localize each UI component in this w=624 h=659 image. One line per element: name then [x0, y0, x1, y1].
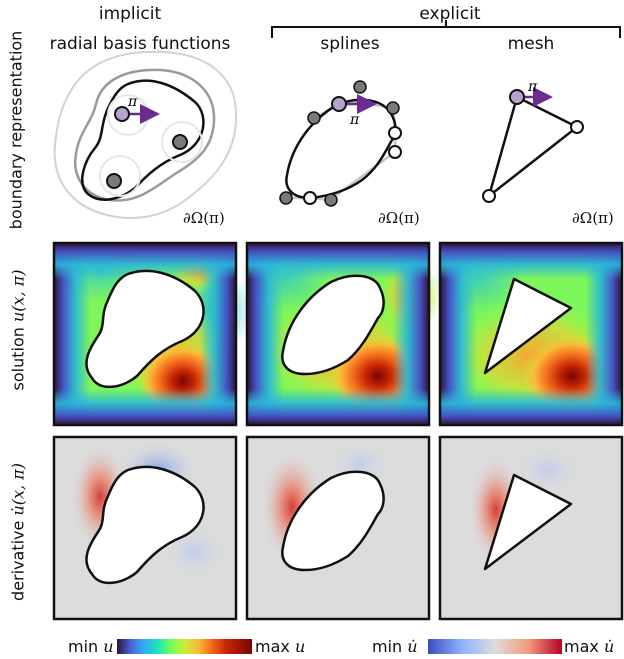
spline-param-point: [331, 96, 347, 112]
boundary-row: π π π: [53, 50, 584, 219]
header-explicit: explicit: [419, 4, 481, 24]
header-implicit: implicit: [98, 4, 162, 24]
rbf-param-point: [114, 106, 130, 122]
derivative-hole-splines: [281, 470, 385, 572]
mesh-vertex: [482, 189, 496, 203]
colorbar-u: [117, 639, 252, 654]
derivative-panel-splines: [245, 435, 431, 621]
derivative-hole-mesh: [483, 473, 573, 571]
spline-control-polygon: [287, 100, 397, 202]
colorbar-udot: [428, 639, 562, 654]
spline-control-point: [279, 191, 293, 205]
colorbar-row: [117, 639, 562, 654]
explicit-bracket: [271, 20, 621, 38]
mesh-boundary-triangle: [487, 95, 579, 198]
mesh-vertex: [570, 120, 584, 134]
header-mesh: mesh: [507, 34, 555, 54]
boundary-label-rbf: ∂Ω(π): [183, 209, 225, 227]
spline-boundary-curve: [285, 98, 397, 200]
boundary-label-splines: ∂Ω(π): [378, 209, 420, 227]
rbf-center-point: [172, 134, 188, 150]
solution-hole-mesh: [483, 277, 573, 375]
solution-panel-mesh: [433, 241, 624, 427]
spline-control-point: [386, 101, 400, 115]
rbf-center-point: [106, 173, 122, 189]
derivative-panel-mesh: [438, 435, 624, 621]
solution-panel-rbf: [50, 241, 255, 427]
rbf-mid-level-set: [74, 68, 216, 202]
rbf-boundary-curve: [81, 79, 205, 201]
header-rbf: radial basis functions: [49, 34, 231, 54]
spline-control-point: [307, 111, 321, 125]
boundary-label-mesh: ∂Ω(π): [572, 209, 614, 227]
colorbar-u-max-label: max u: [255, 637, 306, 656]
solution-hole-rbf: [85, 269, 205, 388]
solution-panel-splines: [240, 241, 440, 427]
colorbar-udot-max-label: max u̇: [564, 637, 615, 656]
spline-boundary-diagram: π: [279, 80, 402, 207]
mesh-param-point: [509, 89, 525, 105]
derivative-hole-rbf: [85, 465, 205, 584]
solution-hole-splines: [281, 274, 385, 376]
header-splines: splines: [320, 34, 380, 54]
rbf-param-label: π: [127, 94, 138, 110]
derivative-panel-rbf: [52, 435, 238, 621]
spline-knot-point: [388, 126, 402, 140]
spline-control-point: [324, 193, 338, 207]
derivative-row: [52, 435, 624, 621]
colorbar-udot-min-label: min u̇: [372, 637, 418, 656]
colorbar-u-min-label: min u: [68, 637, 114, 656]
spline-control-point: [353, 80, 367, 94]
spline-knot-point: [303, 191, 317, 205]
rbf-outer-level-set: [53, 50, 238, 219]
spline-param-label: π: [349, 112, 360, 128]
spline-knot-point: [388, 145, 402, 159]
mesh-param-label: π: [527, 79, 538, 95]
solution-row: [50, 241, 624, 427]
mesh-boundary-diagram: π: [482, 79, 584, 203]
rbf-boundary-diagram: π: [53, 50, 238, 219]
